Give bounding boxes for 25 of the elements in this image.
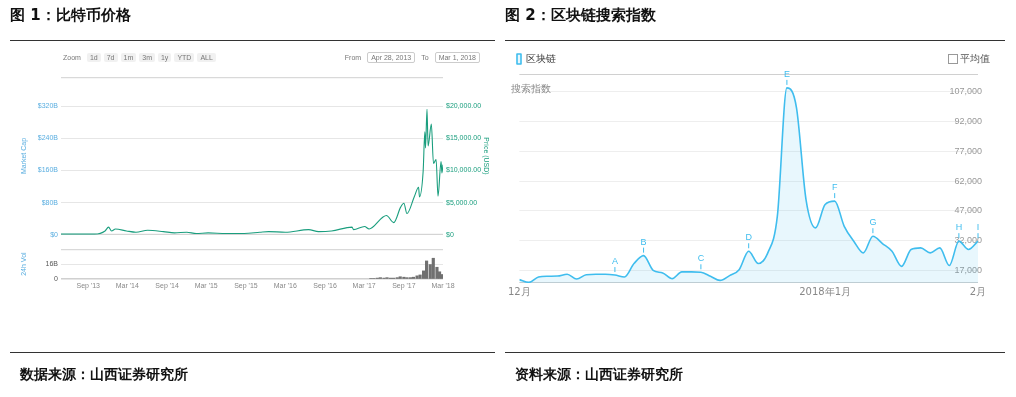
chart-title: 图 1：比特币价格	[10, 6, 131, 25]
annotation: I	[976, 222, 980, 233]
x-tick-label: 12月	[508, 285, 531, 297]
y-tick-label: 77,000	[954, 145, 982, 156]
annotation: B	[640, 236, 647, 247]
text: 资料来源：山西证券研究所	[515, 366, 683, 384]
annotation: E	[783, 68, 790, 79]
source-note: 数据来源：山西证券研究所	[20, 366, 188, 384]
annotation: H	[955, 222, 963, 233]
chart-title: 图 2：区块链搜索指数	[505, 6, 656, 25]
annotation: D	[745, 232, 753, 243]
text: 平均值	[960, 52, 990, 66]
y-axis-title: 搜索指数	[511, 82, 551, 96]
x-tick-label: 2月	[969, 285, 987, 297]
annotation: A	[611, 256, 618, 267]
y-tick-label: 92,000	[954, 116, 982, 127]
x-tick-label: 2018年1月	[799, 285, 852, 297]
legend-label: 区块链	[526, 52, 556, 64]
annotation: C	[697, 253, 705, 264]
y-tick-label: 17,000	[954, 264, 982, 275]
y-tick-label: 47,000	[954, 205, 982, 216]
y-tick-label: 62,000	[954, 175, 982, 186]
annotation: G	[869, 217, 877, 228]
y-tick-label: 107,000	[949, 86, 982, 97]
annotation: F	[831, 182, 838, 193]
